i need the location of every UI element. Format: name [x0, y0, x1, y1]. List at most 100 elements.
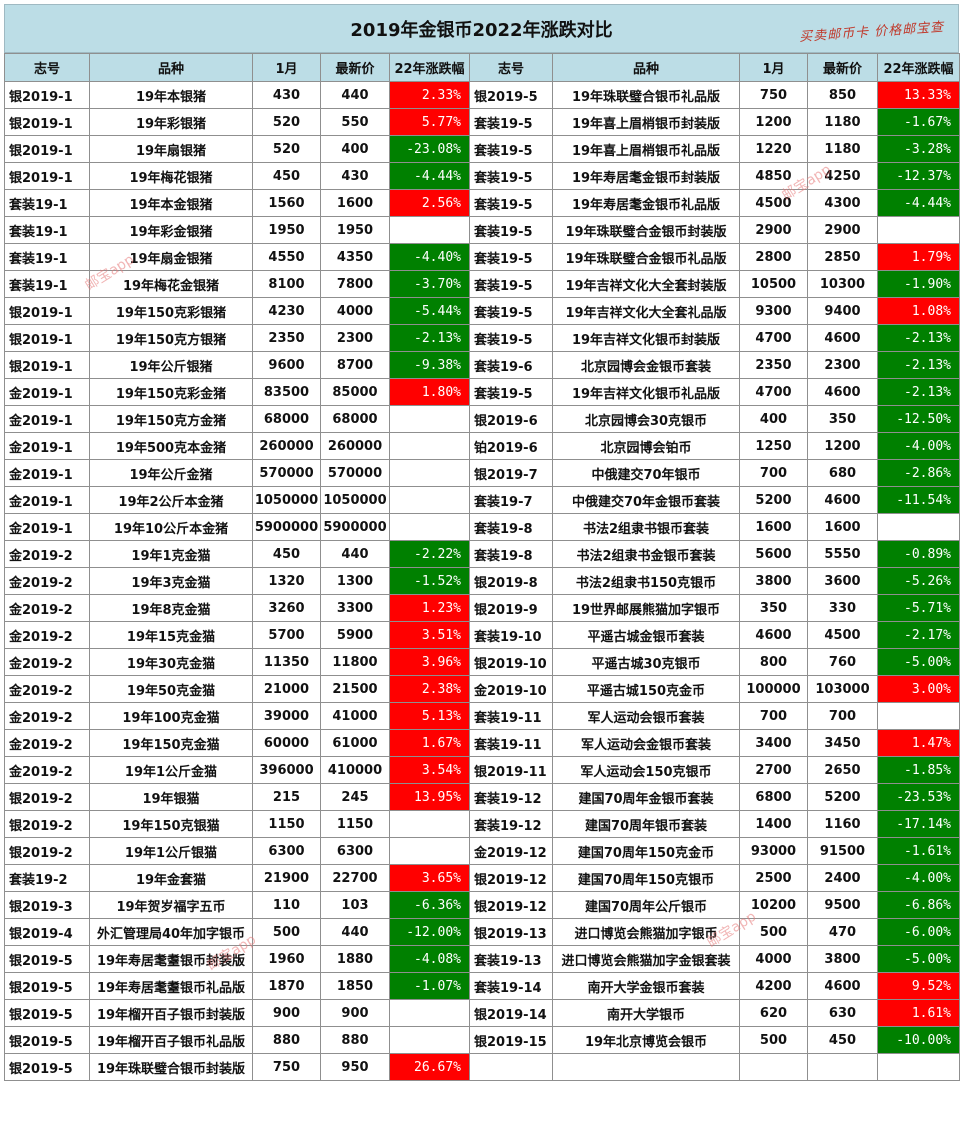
change-cell: -3.70% — [389, 270, 470, 298]
table-row: 银2019-1 19年梅花银猪 450 430 -4.44% 套装19-5 19年寿居耄金银… — [4, 162, 960, 190]
issue-code-cell: 套装19-1 — [4, 243, 90, 271]
table-row: 银2019-3 19年贺岁福字五币 110 103 -6.36% 银2019-12 建国70… — [4, 891, 960, 919]
issue-code-cell: 套装19-5 — [469, 378, 553, 406]
variety-cell: 19年贺岁福字五币 — [89, 891, 253, 919]
table-row: 金2019-1 19年500克本金猪 260000 260000 铂2019-6 北京园博… — [4, 432, 960, 460]
issue-code-cell: 套装19-6 — [469, 351, 553, 379]
variety-cell: 19年500克本金猪 — [89, 432, 253, 460]
jan-price-cell: 570000 — [252, 459, 321, 487]
issue-code-cell: 套装19-5 — [469, 162, 553, 190]
change-cell — [877, 216, 960, 244]
change-cell: -6.86% — [877, 891, 960, 919]
jan-price-cell: 500 — [739, 918, 808, 946]
issue-code-cell: 铂2019-6 — [469, 432, 553, 460]
jan-price-cell: 110 — [252, 891, 321, 919]
latest-price-cell: 4250 — [807, 162, 878, 190]
change-cell — [877, 513, 960, 541]
jan-price-cell: 6300 — [252, 837, 321, 865]
latest-price-cell: 850 — [807, 81, 878, 109]
table-row: 金2019-1 19年10公斤本金猪 5900000 5900000 套装19-8 书法2… — [4, 513, 960, 541]
table-row: 套装19-1 19年彩金银猪 1950 1950 套装19-5 19年珠联璧合金银币封装版… — [4, 216, 960, 244]
variety-cell: 19年本银猪 — [89, 81, 253, 109]
variety-cell: 北京园博会30克银币 — [552, 405, 740, 433]
latest-price-cell: 330 — [807, 594, 878, 622]
jan-price-cell: 39000 — [252, 702, 321, 730]
issue-code-cell: 套装19-5 — [469, 135, 553, 163]
latest-price-cell: 21500 — [320, 675, 390, 703]
jan-price-cell: 83500 — [252, 378, 321, 406]
col-header: 最新价 — [807, 53, 878, 82]
table-row: 银2019-2 19年银猫 215 245 13.95% 套装19-12 建国70周年金银币… — [4, 783, 960, 811]
variety-cell: 19年彩银猪 — [89, 108, 253, 136]
latest-price-cell: 61000 — [320, 729, 390, 757]
variety-cell: 19年珠联璧合金银币礼品版 — [552, 243, 740, 271]
table-row: 金2019-2 19年8克金猫 3260 3300 1.23% 银2019-9 19世界邮展… — [4, 594, 960, 622]
latest-price-cell: 260000 — [320, 432, 390, 460]
change-cell: -1.52% — [389, 567, 470, 595]
change-cell: 5.77% — [389, 108, 470, 136]
table-row: 银2019-1 19年150克彩银猪 4230 4000 -5.44% 套装19-5 19年… — [4, 297, 960, 325]
table-row: 金2019-2 19年100克金猫 39000 41000 5.13% 套装19-11 军人… — [4, 702, 960, 730]
latest-price-cell: 3450 — [807, 729, 878, 757]
issue-code-cell: 套装19-11 — [469, 702, 553, 730]
table-row: 金2019-2 19年30克金猫 11350 11800 3.96% 银2019-10 平遥… — [4, 648, 960, 676]
variety-cell: 19年吉祥文化银币封装版 — [552, 324, 740, 352]
latest-price-cell: 430 — [320, 162, 390, 190]
latest-price-cell: 680 — [807, 459, 878, 487]
latest-price-cell: 2900 — [807, 216, 878, 244]
latest-price-cell: 2300 — [320, 324, 390, 352]
variety-cell: 中俄建交70年金银币套装 — [552, 486, 740, 514]
header-row: 志号 品种 1月 最新价 22年涨跌幅 志号 品种 1月 最新价 22年涨跌幅 — [4, 53, 960, 82]
latest-price-cell: 1950 — [320, 216, 390, 244]
variety-cell: 北京园博会铂币 — [552, 432, 740, 460]
table-row: 银2019-5 19年珠联璧合银币封装版 750 950 26.67% — [4, 1053, 960, 1081]
jan-price-cell: 10200 — [739, 891, 808, 919]
jan-price-cell: 1560 — [252, 189, 321, 217]
change-cell: -2.17% — [877, 621, 960, 649]
jan-price-cell: 2900 — [739, 216, 808, 244]
variety-cell: 19年榴开百子银币礼品版 — [89, 1026, 253, 1054]
issue-code-cell: 金2019-1 — [4, 405, 90, 433]
change-cell: 3.54% — [389, 756, 470, 784]
variety-cell: 19年吉祥文化银币礼品版 — [552, 378, 740, 406]
jan-price-cell: 500 — [252, 918, 321, 946]
variety-cell: 军人运动会银币套装 — [552, 702, 740, 730]
variety-cell: 建国70周年金银币套装 — [552, 783, 740, 811]
change-cell: -17.14% — [877, 810, 960, 838]
issue-code-cell: 套装19-2 — [4, 864, 90, 892]
jan-price-cell: 1320 — [252, 567, 321, 595]
issue-code-cell: 套装19-5 — [469, 216, 553, 244]
change-cell — [389, 810, 470, 838]
variety-cell: 书法2组隶书银币套装 — [552, 513, 740, 541]
variety-cell: 19年喜上眉梢银币礼品版 — [552, 135, 740, 163]
issue-code-cell: 银2019-1 — [4, 324, 90, 352]
variety-cell: 军人运动会150克银币 — [552, 756, 740, 784]
table-row: 套装19-2 19年金套猫 21900 22700 3.65% 银2019-12 建国70周… — [4, 864, 960, 892]
variety-cell: 北京园博会金银币套装 — [552, 351, 740, 379]
change-cell: 2.38% — [389, 675, 470, 703]
latest-price-cell: 4350 — [320, 243, 390, 271]
change-cell: -4.08% — [389, 945, 470, 973]
jan-price-cell: 430 — [252, 81, 321, 109]
table-row: 银2019-5 19年寿居耄耋银币礼品版 1870 1850 -1.07% 套装19-14… — [4, 972, 960, 1000]
change-cell: -6.00% — [877, 918, 960, 946]
table-row: 金2019-2 19年3克金猫 1320 1300 -1.52% 银2019-8 书法2组隶… — [4, 567, 960, 595]
latest-price-cell: 550 — [320, 108, 390, 136]
variety-cell: 19年珠联璧合金银币封装版 — [552, 216, 740, 244]
issue-code-cell: 金2019-1 — [4, 486, 90, 514]
change-cell: 3.96% — [389, 648, 470, 676]
issue-code-cell: 套装19-5 — [469, 324, 553, 352]
issue-code-cell: 套装19-8 — [469, 513, 553, 541]
issue-code-cell: 银2019-7 — [469, 459, 553, 487]
issue-code-cell: 银2019-5 — [4, 1026, 90, 1054]
change-cell: -1.61% — [877, 837, 960, 865]
issue-code-cell: 套装19-12 — [469, 810, 553, 838]
jan-price-cell: 750 — [739, 81, 808, 109]
issue-code-cell: 银2019-4 — [4, 918, 90, 946]
change-cell: 26.67% — [389, 1053, 470, 1081]
issue-code-cell: 银2019-9 — [469, 594, 553, 622]
variety-cell: 19年8克金猫 — [89, 594, 253, 622]
variety-cell: 19年150克金猫 — [89, 729, 253, 757]
latest-price-cell: 630 — [807, 999, 878, 1027]
latest-price-cell: 950 — [320, 1053, 390, 1081]
